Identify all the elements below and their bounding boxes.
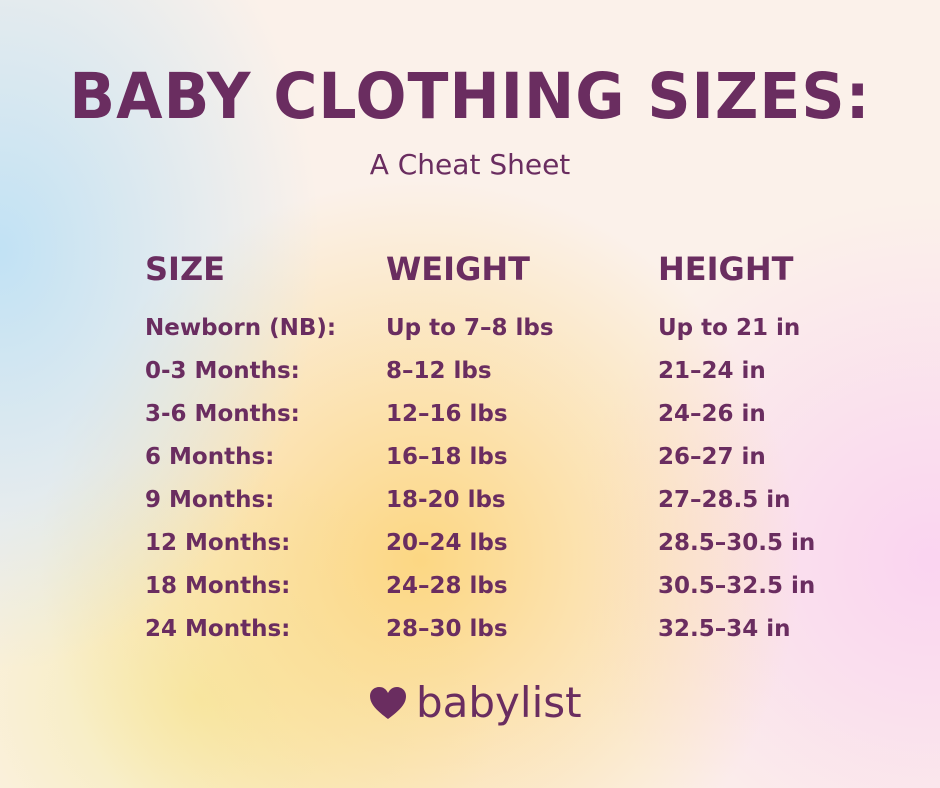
column-header: WEIGHT (386, 250, 530, 288)
table-cell: 27–28.5 in (658, 487, 791, 513)
table-cell: 18 Months: (145, 573, 291, 599)
table-cell: 30.5–32.5 in (658, 573, 816, 599)
table-cell: Up to 21 in (658, 315, 801, 341)
brand-logo: babylist (368, 678, 582, 727)
table-cell: 24–28 lbs (386, 573, 508, 599)
table-cell: 3-6 Months: (145, 401, 300, 427)
table-cell: 12–16 lbs (386, 401, 508, 427)
table-cell: Newborn (NB): (145, 315, 337, 341)
table-cell: 6 Months: (145, 444, 275, 470)
table-cell: 26–27 in (658, 444, 766, 470)
brand-name: babylist (416, 678, 582, 727)
column-header: HEIGHT (658, 250, 794, 288)
table-cell: 24 Months: (145, 616, 291, 642)
table-cell: 28–30 lbs (386, 616, 508, 642)
table-cell: 24–26 in (658, 401, 766, 427)
table-cell: 8–12 lbs (386, 358, 492, 384)
heart-icon (370, 686, 406, 719)
table-cell: 18-20 lbs (386, 487, 506, 513)
table-cell: Up to 7–8 lbs (386, 315, 554, 341)
subtitle: A Cheat Sheet (369, 148, 571, 181)
title: BABY CLOTHING SIZES: (69, 60, 871, 134)
table-cell: 0-3 Months: (145, 358, 300, 384)
table-cell: 32.5–34 in (658, 616, 791, 642)
table-cell: 28.5–30.5 in (658, 530, 816, 556)
table-cell: 20–24 lbs (386, 530, 508, 556)
column-header: SIZE (145, 250, 226, 288)
table-cell: 16–18 lbs (386, 444, 508, 470)
table-cell: 12 Months: (145, 530, 291, 556)
table-cell: 9 Months: (145, 487, 275, 513)
table-cell: 21–24 in (658, 358, 766, 384)
